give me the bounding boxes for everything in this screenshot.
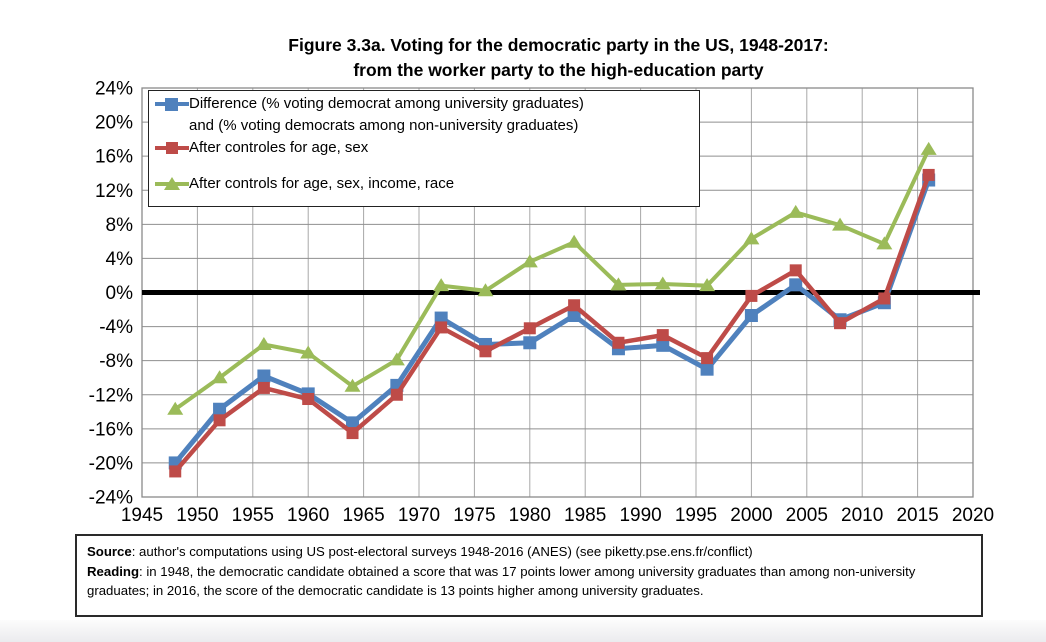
data-point-difference bbox=[346, 416, 360, 430]
x-tick-label: 1950 bbox=[176, 505, 218, 526]
data-point-controls-age-sex-income-race bbox=[610, 277, 627, 291]
data-point-difference bbox=[567, 309, 581, 323]
x-tick-label: 1990 bbox=[619, 505, 661, 526]
series-line-controls-age-sex-income-race bbox=[174, 148, 931, 411]
x-tick-label: 1985 bbox=[564, 505, 606, 526]
y-tick-label: 16% bbox=[95, 147, 133, 168]
x-tick-label: 1945 bbox=[121, 505, 163, 526]
legend-marker-blue-square-icon bbox=[155, 93, 189, 115]
chart-title: Figure 3.3a. Voting for the democratic p… bbox=[142, 33, 975, 83]
data-point-controls-age-sex bbox=[656, 329, 669, 342]
data-point-controls-age-sex bbox=[568, 299, 581, 312]
data-point-controls-age-sex bbox=[390, 388, 403, 401]
data-point-controls-age-sex-income-race bbox=[832, 217, 849, 231]
chart-title-line1: Figure 3.3a. Voting for the democratic p… bbox=[288, 35, 829, 55]
series-line-controls-age-sex bbox=[173, 174, 931, 473]
x-tick-label: 1955 bbox=[232, 505, 274, 526]
data-point-controls-age-sex-income-race bbox=[521, 254, 538, 268]
x-tick-label: 2000 bbox=[730, 505, 772, 526]
y-tick-label: 20% bbox=[95, 113, 133, 134]
data-point-difference bbox=[656, 338, 670, 352]
data-point-controls-age-sex bbox=[789, 264, 802, 277]
y-tick-label: 24% bbox=[95, 79, 133, 100]
y-tick-label: -24% bbox=[89, 488, 133, 509]
x-tick-label: 2015 bbox=[896, 505, 938, 526]
window-bottom-edge bbox=[0, 620, 1046, 642]
data-point-difference bbox=[744, 309, 758, 323]
data-point-controls-age-sex-income-race bbox=[920, 141, 937, 155]
legend-marker-red-square-icon bbox=[155, 137, 189, 159]
data-point-controls-age-sex bbox=[479, 345, 492, 358]
data-point-controls-age-sex bbox=[435, 321, 448, 334]
data-point-controls-age-sex bbox=[213, 414, 226, 427]
legend-entry-difference: Difference (% voting democrat among univ… bbox=[155, 93, 693, 137]
chart-title-line2: from the worker party to the high-educat… bbox=[353, 60, 764, 80]
data-point-controls-age-sex-income-race bbox=[300, 345, 317, 359]
legend-label-difference: Difference (% voting democrat among univ… bbox=[189, 95, 584, 134]
x-tick-label: 1995 bbox=[675, 505, 717, 526]
data-point-controls-age-sex-income-race bbox=[255, 336, 272, 350]
x-tick-label: 1970 bbox=[398, 505, 440, 526]
legend-label-controls-full: After controls for age, sex, income, rac… bbox=[189, 175, 455, 192]
y-tick-label: -8% bbox=[99, 351, 133, 372]
data-point-difference bbox=[700, 362, 714, 376]
data-point-controls-age-sex bbox=[745, 289, 758, 302]
data-point-difference bbox=[213, 402, 227, 416]
x-tick-label: 1965 bbox=[342, 505, 384, 526]
data-point-controls-age-sex bbox=[169, 465, 182, 478]
data-point-controls-age-sex-income-race bbox=[433, 278, 450, 292]
y-tick-label: 0% bbox=[106, 283, 134, 304]
x-tick-label: 1960 bbox=[287, 505, 329, 526]
data-point-controls-age-sex-income-race bbox=[787, 204, 804, 218]
legend-entry-controls-age-sex: After controles for age, sex bbox=[155, 137, 693, 159]
legend-spacer bbox=[155, 159, 693, 173]
data-point-controls-age-sex-income-race bbox=[654, 276, 671, 290]
legend-entry-controls-full: After controls for age, sex, income, rac… bbox=[155, 173, 693, 195]
data-point-controls-age-sex bbox=[612, 336, 625, 349]
source-line: Source: author's computations using US p… bbox=[87, 544, 753, 559]
data-point-controls-age-sex-income-race bbox=[167, 401, 184, 415]
data-point-controls-age-sex-income-race bbox=[699, 278, 716, 292]
legend-label-controls-age-sex: After controles for age, sex bbox=[189, 139, 369, 156]
data-point-controls-age-sex-income-race bbox=[566, 234, 583, 248]
x-tick-label: 1975 bbox=[453, 505, 495, 526]
data-point-controls-age-sex bbox=[346, 427, 359, 440]
data-point-difference bbox=[789, 278, 803, 292]
y-tick-label: -12% bbox=[89, 385, 133, 406]
data-point-controls-age-sex bbox=[701, 352, 714, 365]
data-point-controls-age-sex-income-race bbox=[743, 231, 760, 245]
data-point-controls-age-sex bbox=[878, 292, 891, 305]
y-tick-label: 4% bbox=[106, 249, 134, 270]
data-point-controls-age-sex bbox=[834, 317, 847, 330]
series-line-difference bbox=[173, 179, 932, 465]
x-tick-label: 1980 bbox=[509, 505, 551, 526]
y-tick-label: 12% bbox=[95, 181, 133, 202]
chart-legend: Difference (% voting democrat among univ… bbox=[148, 90, 700, 207]
data-point-controls-age-sex-income-race bbox=[211, 370, 228, 384]
reading-line: Reading: in 1948, the democratic candida… bbox=[87, 563, 916, 599]
y-tick-label: -4% bbox=[99, 317, 133, 338]
data-point-controls-age-sex-income-race bbox=[876, 236, 893, 250]
data-point-controls-age-sex bbox=[523, 322, 536, 335]
data-point-controls-age-sex bbox=[302, 393, 315, 406]
x-tick-label: 2010 bbox=[841, 505, 883, 526]
data-point-controls-age-sex bbox=[922, 168, 935, 181]
y-tick-label: -16% bbox=[89, 419, 133, 440]
x-tick-label: 2020 bbox=[952, 505, 994, 526]
y-tick-label: -20% bbox=[89, 453, 133, 474]
data-point-difference bbox=[523, 336, 537, 350]
data-point-controls-age-sex-income-race bbox=[344, 378, 361, 392]
x-tick-label: 2005 bbox=[786, 505, 828, 526]
data-point-controls-age-sex-income-race bbox=[477, 283, 494, 297]
data-point-controls-age-sex-income-race bbox=[388, 352, 405, 366]
data-point-difference bbox=[434, 311, 448, 325]
y-tick-label: 8% bbox=[106, 215, 134, 236]
data-point-difference bbox=[257, 369, 271, 383]
data-point-controls-age-sex bbox=[257, 381, 270, 394]
legend-marker-green-triangle-icon bbox=[155, 173, 189, 195]
source-note-box: Source: author's computations using US p… bbox=[75, 534, 983, 617]
